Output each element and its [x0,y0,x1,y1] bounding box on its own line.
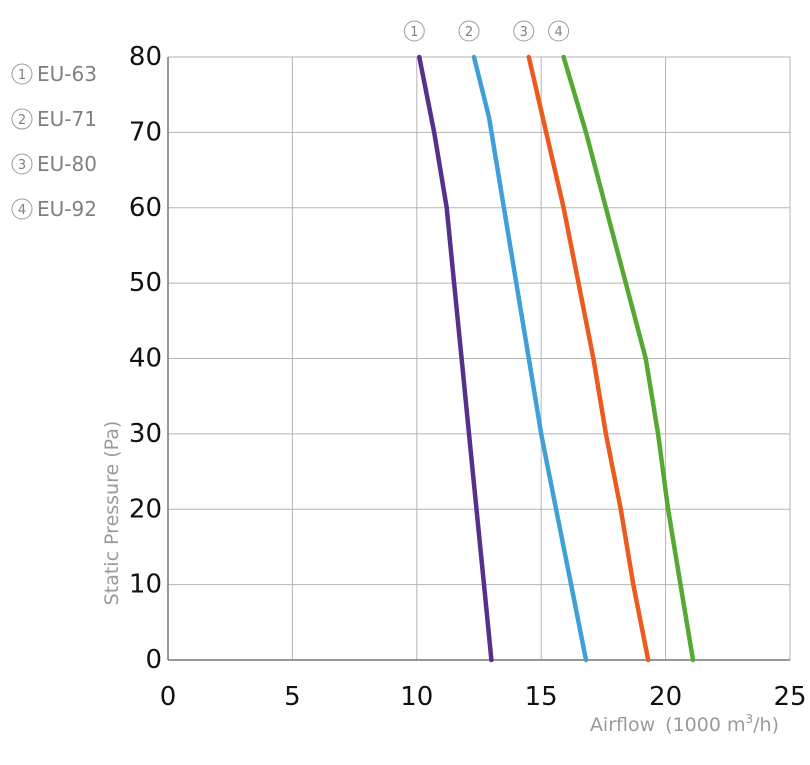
x-tick-label-25: 25 [773,682,806,712]
gridlines [168,56,791,660]
series-line-1 [417,54,494,663]
x-axis-title-main: Airflow [590,714,655,736]
tick-labels: 0 5 10 15 20 25 0 10 20 30 40 50 60 70 80 [129,42,807,712]
legend-marker-circle-3 [11,153,33,175]
y-axis-title: Static Pressure (Pa) [101,421,123,606]
legend-marker-label-4: 4 [18,203,26,218]
legend-marker-label-1: 1 [18,68,26,83]
x-tick-label-0: 0 [160,682,177,712]
series-line-3 [526,54,651,663]
series-marker-circle-4 [548,20,570,42]
legend-marker-circle-4 [11,198,33,220]
series-line-2 [471,54,589,663]
legend-marker-circle-2 [11,108,33,130]
legend-label-1: EU-63 [37,62,97,86]
y-tick-label-0: 0 [145,645,162,675]
y-tick-label-50: 50 [129,268,162,298]
x-tick-label-15: 15 [525,682,558,712]
y-tick-label-20: 20 [129,494,162,524]
series-marker-label-1: 1 [410,25,418,40]
x-tick-label-20: 20 [649,682,682,712]
legend-label-3: EU-80 [37,152,97,176]
legend-label-2: EU-71 [37,107,97,131]
legend-label-4: EU-92 [37,197,97,221]
legend-marker-label-3: 3 [18,158,26,173]
series-marker-label-4: 4 [554,25,562,40]
legend-marker-label-2: 2 [18,113,26,128]
series-markers: 1 2 3 4 [403,20,570,42]
series-marker-circle-3 [513,20,535,42]
x-axis-title-unit-tail: /h) [753,714,779,736]
x-axis-title-unit: (1000 m [665,714,745,736]
x-tick-label-5: 5 [284,682,301,712]
series-marker-circle-1 [403,20,425,42]
series-marker-label-2: 2 [465,25,473,40]
series-line-4 [561,54,696,663]
series-marker-circle-2 [458,20,480,42]
x-axis-title: Airflow (1000 m3/h) [590,712,779,736]
series-marker-label-3: 3 [520,25,528,40]
x-axis-title-unit-exp: 3 [746,712,754,726]
series-lines [417,54,696,663]
legend-marker-circle-1 [11,63,33,85]
y-tick-label-70: 70 [129,117,162,147]
y-tick-label-80: 80 [129,42,162,72]
y-tick-label-60: 60 [129,193,162,223]
y-tick-label-30: 30 [129,419,162,449]
y-tick-label-10: 10 [129,570,162,600]
legend: 1 EU-63 2 EU-71 3 EU-80 4 EU-92 [11,62,97,221]
x-tick-label-10: 10 [400,682,433,712]
y-tick-label-40: 40 [129,344,162,374]
axes [167,57,790,661]
